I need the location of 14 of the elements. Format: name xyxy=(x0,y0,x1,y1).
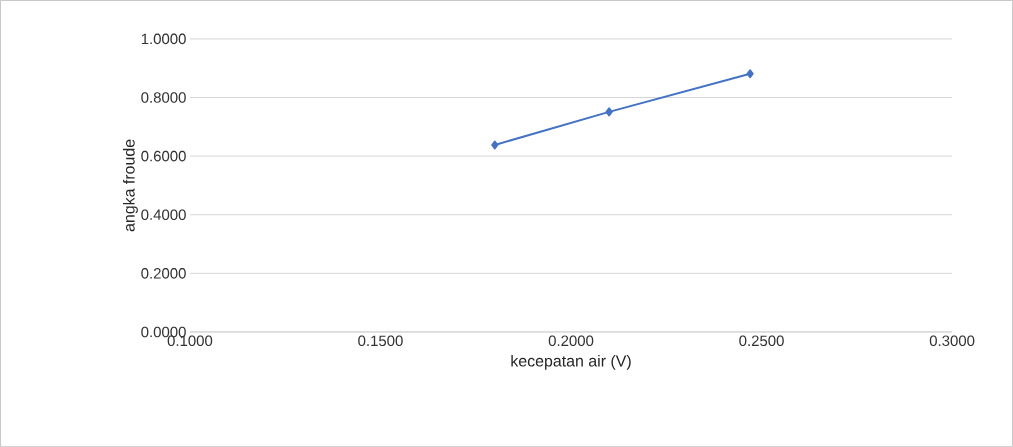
point xyxy=(746,69,754,79)
y-tick-label: 0.4000 xyxy=(141,209,186,221)
y-axis-title: angka froude xyxy=(123,139,138,232)
x-tick-label: 0.1500 xyxy=(358,335,403,347)
y-tick-label: 0.8000 xyxy=(141,92,186,103)
point xyxy=(491,140,499,150)
y-tick-label: 0.6000 xyxy=(141,150,186,162)
x-tick-label: 0.2500 xyxy=(739,335,784,347)
y-tick-label: 0.2000 xyxy=(141,268,186,279)
point xyxy=(605,107,613,117)
x-tick-label: 0.3000 xyxy=(929,335,975,347)
x-axis-title: kecepatan air (V) xyxy=(511,354,631,370)
y-tick-label: 1.0000 xyxy=(141,33,186,45)
x-tick-label: 0.2000 xyxy=(548,335,594,347)
